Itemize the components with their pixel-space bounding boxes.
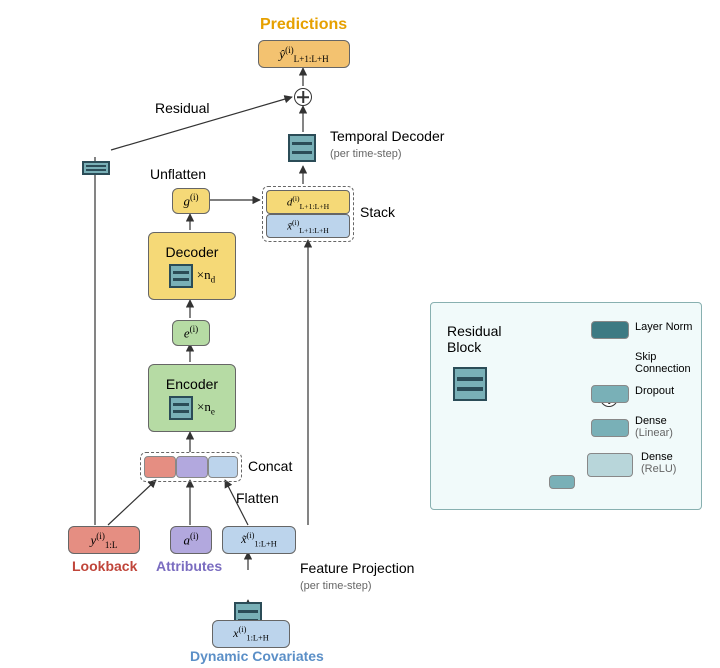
lookback-label: Lookback: [72, 558, 137, 574]
concat-lookback-slab: [144, 456, 176, 478]
concat-attr-slab: [176, 456, 208, 478]
layernorm-label: Layer Norm: [635, 321, 692, 333]
x-cov-symbol: x(i)1:L+H: [233, 625, 269, 642]
residual-add-icon: [294, 88, 312, 106]
predictions-title: Predictions: [260, 16, 347, 34]
residual-block-icon: [82, 161, 110, 175]
dense-relu-slab: [587, 453, 633, 477]
xtilde-box: x̃(i)1:L+H: [222, 526, 296, 554]
residual-block-icon: [288, 134, 316, 162]
lookback-box: y(i)1:L: [68, 526, 140, 554]
y-lookback-symbol: y(i)1:L: [90, 531, 117, 550]
concat-label: Concat: [248, 458, 292, 474]
g-box: g(i): [172, 188, 210, 214]
skip-origin-slab: [549, 475, 575, 489]
stack-d-box: d(i)L+1:L+H: [266, 190, 350, 214]
xtilde-symbol: x̃(i)1:L+H: [241, 531, 277, 548]
dense-relu-label: Dense(ReLU): [641, 451, 676, 475]
g-symbol: g(i): [183, 192, 198, 209]
encoder-block: Encoder ×ne: [148, 364, 236, 432]
residual-block-title: ResidualBlock: [447, 323, 501, 355]
yhat-symbol: ŷ(i)L+1:L+H: [279, 45, 328, 64]
layernorm-slab: [591, 321, 629, 339]
dense-linear-label: Dense(Linear): [635, 415, 673, 439]
xtilde-stack-symbol: x̃(i)L+1:L+H: [287, 218, 329, 235]
d-symbol: d(i)L+1:L+H: [287, 194, 329, 211]
flatten-label: Flatten: [236, 490, 279, 506]
residual-block-icon: [169, 396, 193, 420]
e-symbol: e(i): [184, 324, 198, 341]
a-symbol: a(i): [183, 531, 198, 548]
skip-label: SkipConnection: [635, 351, 691, 375]
attributes-box: a(i): [170, 526, 212, 554]
dropout-slab: [591, 385, 629, 403]
encoder-count: ×ne: [197, 399, 215, 417]
dense-linear-slab: [591, 419, 629, 437]
output-yhat-box: ŷ(i)L+1:L+H: [258, 40, 350, 68]
temporal-decoder-block: [288, 134, 318, 164]
residual-label: Residual: [155, 100, 209, 116]
temporal-decoder-label: Temporal Decoder (per time-step): [330, 128, 444, 160]
encoder-label: Encoder: [166, 376, 218, 392]
stack-xtilde-box: x̃(i)L+1:L+H: [266, 214, 350, 238]
concat-cov-slab: [208, 456, 238, 478]
covariates-box: x(i)1:L+H: [212, 620, 290, 648]
residual-block-icon: [453, 367, 487, 401]
stack-label: Stack: [360, 204, 395, 220]
e-box: e(i): [172, 320, 210, 346]
decoder-block: Decoder ×nd: [148, 232, 236, 300]
dropout-label: Dropout: [635, 385, 674, 397]
residual-block-panel: ResidualBlock Layer Norm SkipConnection …: [430, 302, 702, 510]
decoder-label: Decoder: [166, 244, 219, 260]
dynamic-covariates-label: Dynamic Covariates: [190, 648, 324, 664]
feature-projection-label: Feature Projection (per time-step): [300, 560, 414, 592]
architecture-diagram: Predictions ŷ(i)L+1:L+H Residual Tempora…: [0, 0, 720, 668]
residual-block-icon: [169, 264, 193, 288]
attributes-label: Attributes: [156, 558, 222, 574]
unflatten-label: Unflatten: [150, 166, 206, 182]
decoder-count: ×nd: [197, 267, 215, 285]
